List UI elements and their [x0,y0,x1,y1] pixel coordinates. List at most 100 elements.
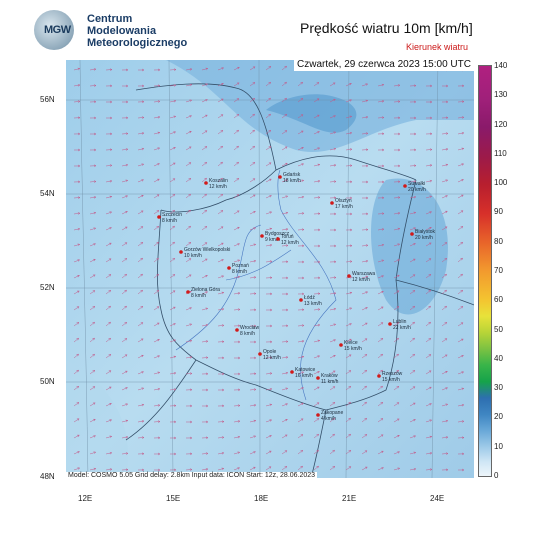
lat-label-54n: 54N [40,189,55,198]
wind-arrow [297,449,304,455]
wind-arrow [361,180,369,184]
wind-arrow [329,449,336,455]
wind-arrow [169,436,177,440]
wind-arrow [329,131,337,135]
wind-arrow [457,289,464,295]
wind-arrow [185,115,193,119]
wind-arrow [105,419,113,423]
wind-arrow [329,339,337,343]
wind-arrow [441,419,449,423]
wind-arrow [201,67,209,71]
wind-arrow [249,227,257,231]
wind-arrow [73,180,81,184]
wind-arrow [201,146,208,151]
color-scale-label: 70 [494,266,503,275]
wind-arrow [361,148,369,152]
wind-arrow [409,305,416,311]
wind-arrow [409,180,417,183]
borders [125,83,474,478]
wind-arrow [137,163,145,167]
wind-arrow [201,291,209,295]
wind-arrow [329,98,336,103]
wind-arrow [297,371,305,375]
wind-arrow [249,194,256,199]
wind-arrow [169,355,177,359]
city-wind-speed: 20 km/h [415,235,433,241]
color-scale-label: 120 [494,119,508,129]
city-name: Warszawa [352,271,375,277]
wind-arrow [265,276,273,280]
wind-arrow [233,194,240,199]
city-wind-speed: 9 km/h [265,237,280,243]
wind-arrow [425,100,433,104]
wind-arrow [409,148,417,152]
wind-arrow [137,147,145,151]
wind-arrow [185,241,192,247]
wind-arrow [121,468,129,472]
city-name: Kielce [344,340,358,346]
wind-arrow [425,116,433,120]
wind-arrow [153,210,160,215]
wind-arrow [457,436,465,439]
wind-arrow [105,305,112,311]
wind-arrow [233,114,240,119]
wind-arrow [201,436,209,440]
wind-arrow [329,323,337,327]
wind-arrow [153,84,161,88]
wind-arrow [185,420,193,424]
wind-arrow [345,131,353,135]
lat-label-50n: 50N [40,377,55,386]
wind-arrow [457,403,465,407]
wind-arrow [377,132,385,136]
wind-arrow [233,451,241,455]
wind-arrow [73,67,81,71]
wind-arrow [233,66,240,71]
wind-arrow [265,146,272,151]
wind-arrow [297,212,305,215]
color-scale-label: 50 [494,324,503,334]
wind-arrow [361,338,368,343]
wind-arrow [233,129,240,135]
wind-arrow [393,100,401,103]
wind-arrow [265,403,273,407]
wind-arrow [137,371,145,375]
wind-arrow [409,164,417,168]
wind-arrow [185,468,193,471]
wind-arrow [89,164,97,168]
wind-arrow [201,258,208,263]
city-wind-speed: 22 km/h [393,325,411,331]
wind-arrow [377,275,385,279]
wind-arrow [201,420,209,424]
wind-arrow [105,164,113,167]
city-dot [330,201,334,205]
wind-arrow [185,130,192,135]
wind-arrow [201,388,209,392]
wind-arrow [169,452,177,456]
wind-arrow [217,177,224,183]
wind-arrow [105,435,113,439]
wind-arrow [185,209,191,215]
wind-arrow [121,273,128,279]
wind-arrow [73,290,80,295]
wind-arrow [345,433,352,439]
wind-arrow [313,276,321,280]
wind-arrow [393,418,400,423]
city-name: Koszalin [209,178,228,184]
wind-arrow [265,81,272,87]
wind-arrow [457,338,464,343]
wind-arrow [393,321,400,327]
wind-arrow [137,273,143,279]
wind-arrow [201,323,209,327]
wind-arrow [89,467,97,471]
wind-arrow [265,211,273,215]
wind-arrow [201,356,209,359]
wind-arrow [345,180,353,184]
wind-arrow [329,180,337,183]
city-dot [157,215,161,219]
wind-arrow [89,290,96,295]
city-name: Poznań [232,263,249,269]
wind-arrow [297,276,305,280]
